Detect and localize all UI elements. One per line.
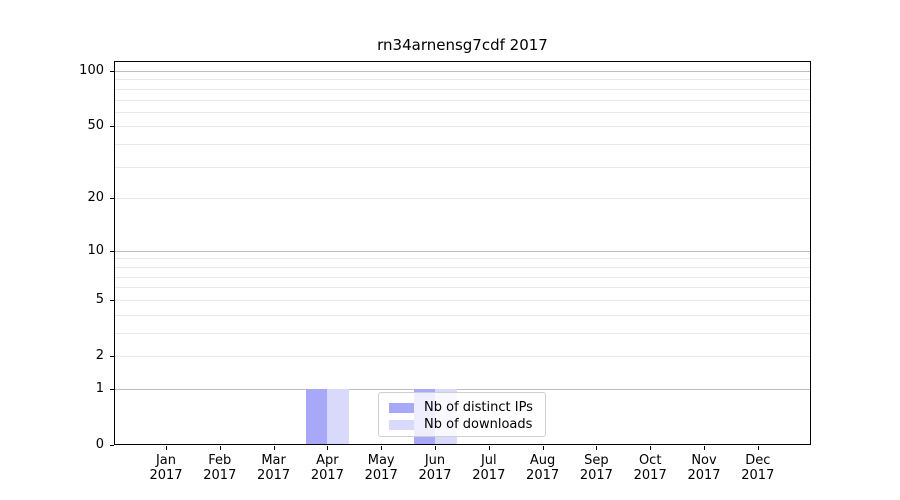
x-tick-mark [542,446,544,450]
x-tick-mark [273,446,275,450]
minor-gridline [114,276,811,278]
minor-gridline [114,166,811,168]
x-tick-year: 2017 [687,468,721,483]
x-tick-year: 2017 [741,468,775,483]
y-tick-mark [110,250,114,252]
x-tick-year: 2017 [364,468,398,483]
x-tick-label: Feb 2017 [190,453,250,483]
x-tick-label: Mar 2017 [244,453,304,483]
chart-title: rn34arnensg7cdf 2017 [377,36,548,54]
minor-gridline [114,198,811,200]
minor-gridline [114,258,811,260]
y-tick-mark [110,356,114,357]
x-tick-label: Aug 2017 [513,453,573,483]
x-tick-label: Jan 2017 [136,453,196,483]
minor-gridline [114,287,811,289]
minor-gridline [114,356,811,357]
y-tick-label: 10 [87,242,104,258]
legend: Nb of distinct IPs Nb of downloads [378,392,546,437]
y-tick-mark [110,299,114,301]
x-tick-year: 2017 [257,468,291,483]
x-tick-mark [704,446,705,450]
minor-gridline [114,99,811,101]
x-tick-label: Oct 2017 [620,453,680,483]
x-tick-mark [596,446,598,450]
x-tick-label: May 2017 [351,453,411,483]
x-tick-year: 2017 [633,468,667,483]
plot-area [114,61,811,445]
x-tick-year: 2017 [149,468,183,483]
y-tick-mark [110,71,114,72]
x-tick-year: 2017 [418,468,452,483]
minor-gridline [114,79,811,81]
y-tick-label: 100 [79,63,104,78]
y-tick-label: 1 [95,380,104,396]
x-tick-mark [650,446,652,450]
x-tick-label: Sep 2017 [566,453,626,483]
minor-gridline [114,88,811,90]
y-tick-label: 5 [95,291,104,307]
y-tick-mark [110,388,114,390]
y-tick-mark [110,445,114,446]
major-gridline [114,250,811,252]
x-tick-label: Apr 2017 [297,453,357,483]
x-tick-label: Jul 2017 [459,453,519,483]
bar-downloads [327,388,349,445]
x-tick-year: 2017 [310,468,344,483]
x-tick-mark [166,446,167,450]
x-tick-label: Jun 2017 [405,453,465,483]
x-tick-mark [488,446,490,450]
minor-gridline [114,111,811,113]
legend-swatch-distinct-ips [389,402,414,413]
x-tick-year: 2017 [472,468,506,483]
bar-distinct-ips [305,388,328,445]
legend-label: Nb of downloads [424,417,533,432]
y-tick-label: 0 [95,437,104,452]
x-tick-mark [435,446,436,450]
minor-gridline [114,314,811,316]
minor-gridline [114,144,811,146]
y-tick-mark [110,126,114,128]
legend-item-distinct-ips: Nb of distinct IPs [389,399,537,416]
y-tick-label: 20 [87,190,104,206]
minor-gridline [114,332,811,334]
legend-swatch-downloads [389,419,414,430]
x-tick-label: Nov 2017 [674,453,734,483]
legend-label: Nb of distinct IPs [424,400,533,415]
major-gridline [114,388,811,390]
legend-item-downloads: Nb of downloads [389,416,537,433]
major-gridline [114,71,811,72]
y-tick-label: 2 [95,348,104,363]
minor-gridline [114,126,811,128]
x-tick-label: Dec 2017 [728,453,788,483]
y-tick-label: 50 [87,118,104,134]
minor-gridline [114,266,811,268]
minor-gridline [114,299,811,301]
x-tick-mark [381,446,383,450]
x-tick-mark [219,446,221,450]
x-tick-year: 2017 [579,468,613,483]
x-tick-mark [757,446,759,450]
y-tick-mark [110,198,114,200]
x-tick-year: 2017 [526,468,560,483]
x-tick-mark [327,446,329,450]
x-tick-year: 2017 [203,468,237,483]
